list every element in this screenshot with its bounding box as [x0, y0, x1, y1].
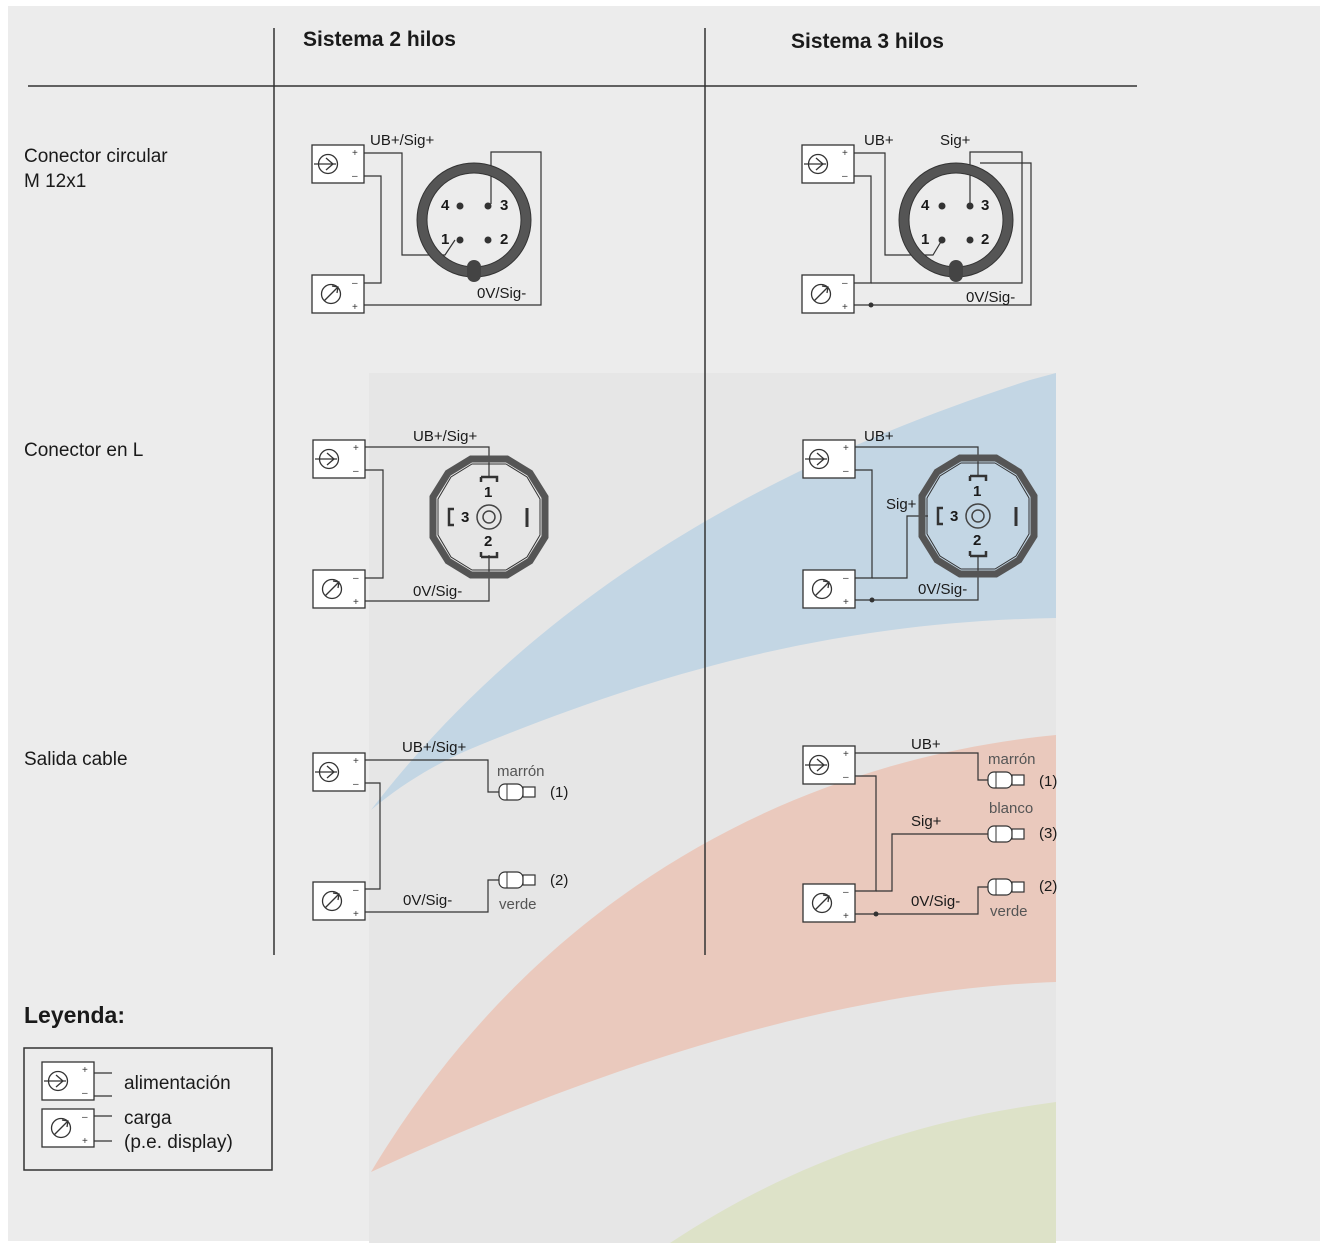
legend-title: Leyenda:: [24, 1002, 125, 1028]
legend-load-example: (p.e. display): [124, 1132, 233, 1153]
pin-3-label: 3: [950, 508, 958, 525]
circular-2wire-diagram: UB+/Sig+ 0V/Sig- 4 3 1 2: [311, 132, 542, 314]
legend-supply-label: alimentación: [124, 1073, 231, 1094]
wire-color-brown: marrón: [988, 751, 1036, 768]
wire-number-2: (2): [1039, 878, 1057, 895]
cable-2wire-diagram: UB+/Sig+ 0V/Sig- marrón verde (1) (2): [312, 739, 568, 921]
wire-ferrule-brown: [498, 783, 536, 801]
l-connector-2wire-diagram: UB+/Sig+ 0V/Sig- 1 2 3: [312, 428, 545, 609]
wire-number-2: (2): [550, 872, 568, 889]
row-label-cable: Salida cable: [24, 749, 128, 770]
supply-icon: [311, 144, 365, 184]
supply-icon: [802, 745, 856, 785]
header-2-wire: Sistema 2 hilos: [303, 28, 456, 51]
wire-number-3: (3): [1039, 825, 1057, 842]
label-sig: Sig+: [940, 132, 971, 149]
wire-color-white: blanco: [989, 800, 1033, 817]
red-band: [371, 735, 1056, 1172]
label-0v-sig: 0V/Sig-: [918, 581, 967, 598]
wire-color-green: verde: [990, 903, 1028, 920]
load-icon: [311, 274, 365, 314]
legend-load-label: carga: [124, 1108, 172, 1129]
label-sig: Sig+: [886, 496, 917, 513]
label-ub-sig: UB+/Sig+: [413, 428, 477, 445]
load-icon: [312, 881, 366, 921]
pin-1-label: 1: [921, 231, 929, 248]
pin-4-label: 4: [921, 197, 930, 214]
pin-3-label: 3: [981, 197, 989, 214]
supply-legend-icon: [41, 1061, 95, 1101]
label-ub: UB+: [911, 736, 941, 753]
l-connector-3wire-diagram: UB+ Sig+ 0V/Sig- 1 2 3: [802, 428, 1034, 609]
cable-3wire-diagram: UB+ Sig+ 0V/Sig- marrón blanco verde (1)…: [802, 736, 1057, 923]
pin-1-label: 1: [973, 483, 981, 500]
label-ub-sig: UB+/Sig+: [402, 739, 466, 756]
wire-number-1: (1): [1039, 773, 1057, 790]
pin-2-label: 2: [500, 231, 508, 248]
row-label-circular: Conector circular: [24, 146, 168, 167]
load-icon: [312, 569, 366, 609]
wire-ferrule-brown: [987, 771, 1025, 789]
circular-3wire-diagram: UB+ Sig+ 0V/Sig- 4 3 1 2: [801, 132, 1032, 314]
label-0v-sig: 0V/Sig-: [413, 583, 462, 600]
row-label-circular-size: M 12x1: [24, 171, 86, 192]
pin-1-label: 1: [441, 231, 449, 248]
label-0v-sig: 0V/Sig-: [966, 289, 1015, 306]
header-3-wire: Sistema 3 hilos: [791, 30, 944, 53]
row-label-l-connector: Conector en L: [24, 440, 143, 461]
supply-icon: [312, 752, 366, 792]
load-legend-icon: [41, 1108, 95, 1148]
label-ub: UB+: [864, 132, 894, 149]
label-0v-sig: 0V/Sig-: [477, 285, 526, 302]
green-band: [670, 1102, 1056, 1243]
wire-ferrule-green: [498, 871, 536, 889]
label-0v-sig: 0V/Sig-: [403, 892, 452, 909]
blue-band: [371, 373, 1056, 810]
supply-icon: [801, 144, 855, 184]
wire-ferrule-green: [987, 878, 1025, 896]
pin-2-label: 2: [973, 532, 981, 549]
pin-2-label: 2: [981, 231, 989, 248]
load-icon: [802, 883, 856, 923]
load-icon: [801, 274, 855, 314]
supply-icon: [312, 439, 366, 479]
pin-3-label: 3: [461, 509, 469, 526]
pin-1-label: 1: [484, 484, 492, 501]
load-icon: [802, 569, 856, 609]
wire-number-1: (1): [550, 784, 568, 801]
label-ub: UB+: [864, 428, 894, 445]
label-ub-sig: UB+/Sig+: [370, 132, 434, 149]
wire-color-brown: marrón: [497, 763, 545, 780]
wire-color-green: verde: [499, 896, 537, 913]
pin-4-label: 4: [441, 197, 450, 214]
supply-icon: [802, 439, 856, 479]
pin-2-label: 2: [484, 533, 492, 550]
wire-ferrule-white: [987, 825, 1025, 843]
legend-box: alimentación carga (p.e. display): [23, 1047, 273, 1171]
label-sig: Sig+: [911, 813, 942, 830]
label-0v-sig: 0V/Sig-: [911, 893, 960, 910]
pin-3-label: 3: [500, 197, 508, 214]
